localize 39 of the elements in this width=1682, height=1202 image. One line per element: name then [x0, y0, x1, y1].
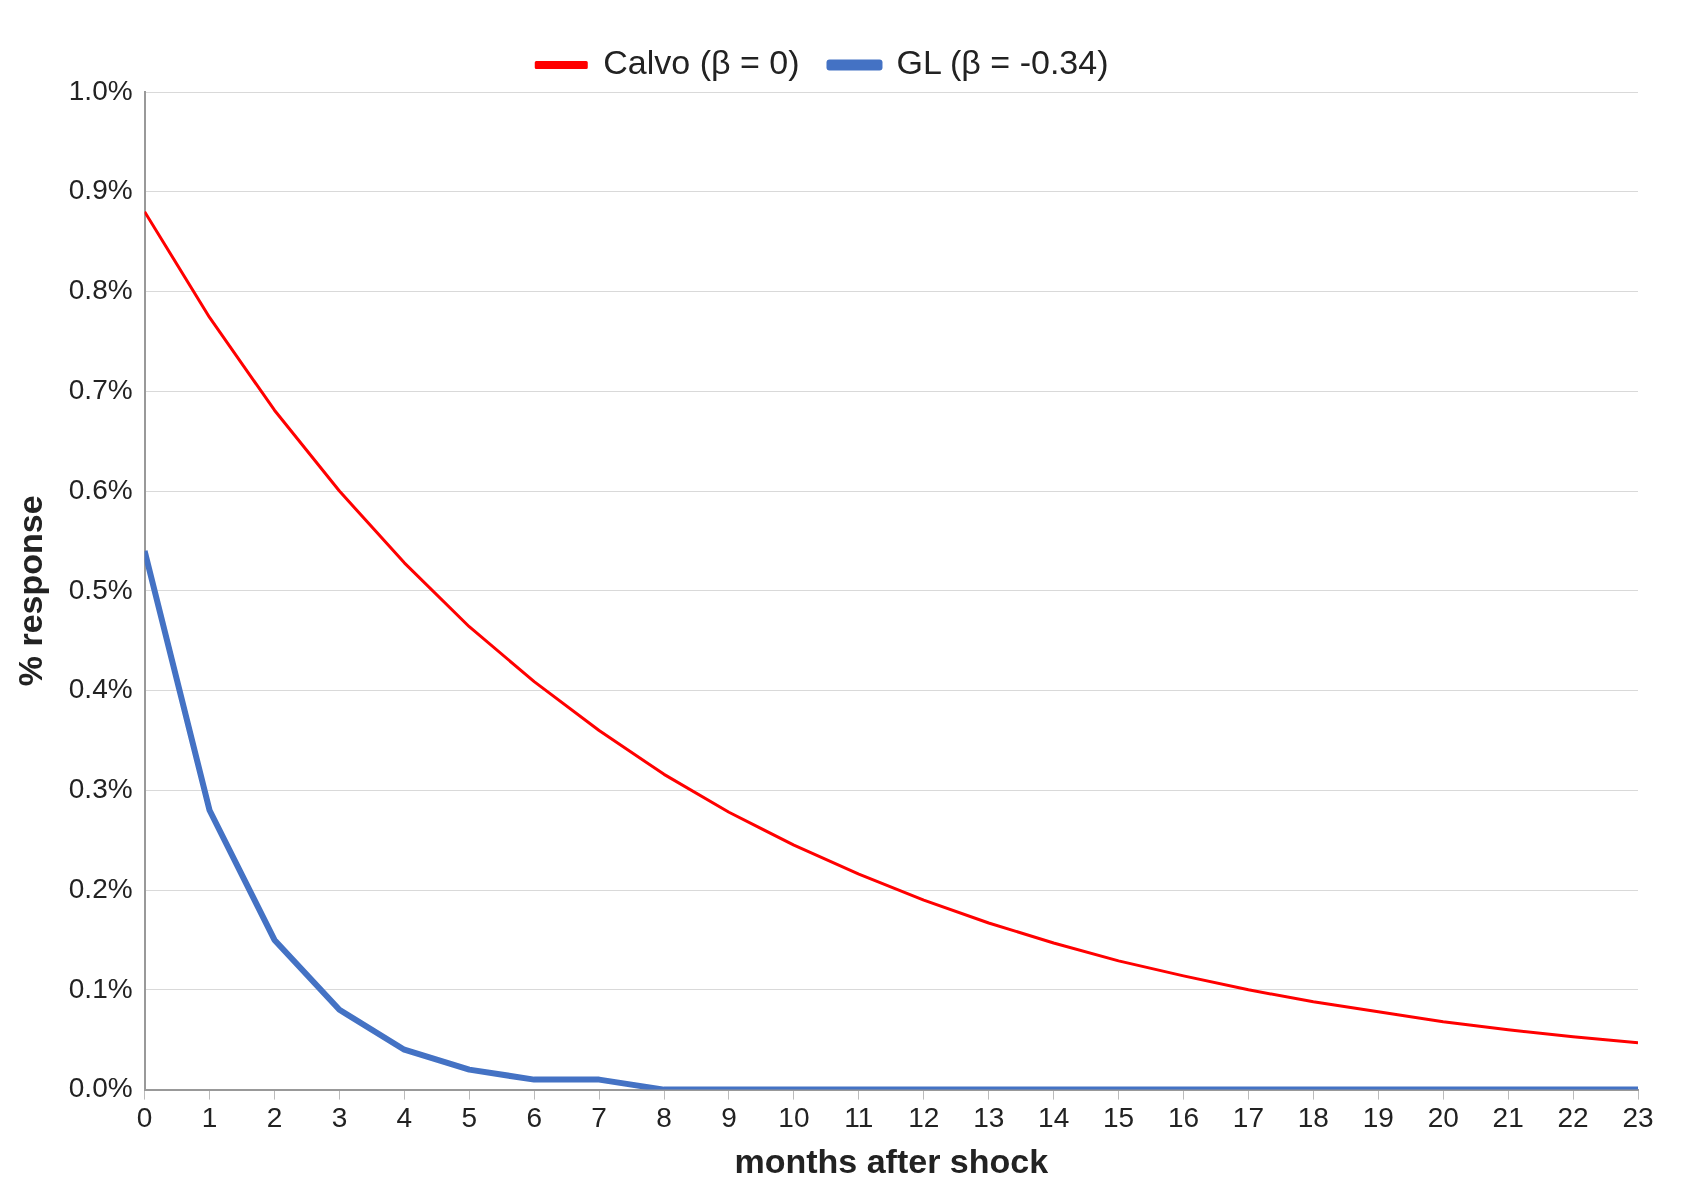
x-tick-label: 14: [1038, 1102, 1070, 1134]
y-tick-label: 0.1%: [68, 972, 133, 1004]
x-tick-label: 2: [266, 1102, 283, 1134]
y-tick-label: 0.2%: [68, 872, 133, 904]
x-axis-title: months after shock: [734, 1141, 1049, 1180]
x-tick-label: 4: [396, 1102, 413, 1134]
y-tick-label: 0.3%: [68, 773, 133, 805]
x-tick-label: 9: [721, 1102, 737, 1134]
x-tick-label: 8: [656, 1102, 672, 1134]
x-tick-label: 7: [591, 1102, 607, 1134]
y-tick-label: 0.0%: [68, 1072, 133, 1104]
y-tick-label: 0.8%: [68, 274, 133, 306]
y-axis-title: % response: [10, 495, 49, 687]
y-tick-label: 0.5%: [68, 573, 133, 605]
legend-label: GL (β = -0.34): [896, 43, 1109, 82]
x-tick-label: 22: [1557, 1102, 1589, 1134]
x-tick-label: 0: [136, 1102, 153, 1134]
x-tick-label: 16: [1167, 1102, 1200, 1134]
x-tick-label: 3: [331, 1102, 348, 1134]
x-tick-label: 15: [1102, 1102, 1135, 1134]
y-tick-label: 0.4%: [68, 673, 133, 705]
x-tick-label: 1: [201, 1102, 218, 1134]
x-tick-label: 17: [1232, 1102, 1264, 1134]
x-tick-label: 11: [844, 1102, 874, 1134]
x-tick-label: 10: [778, 1102, 810, 1134]
y-tick-label: 0.6%: [68, 473, 133, 505]
x-tick-label: 13: [973, 1102, 1005, 1134]
x-tick-label: 18: [1297, 1102, 1329, 1134]
x-tick-label: 20: [1427, 1102, 1459, 1134]
x-tick-label: 19: [1362, 1102, 1394, 1134]
legend-label: Calvo (β = 0): [603, 43, 800, 82]
x-tick-label: 5: [461, 1102, 478, 1134]
x-tick-label: 21: [1492, 1102, 1524, 1134]
x-tick-label: 12: [908, 1102, 940, 1134]
y-tick-label: 0.7%: [68, 374, 133, 405]
y-tick-label: 1.0%: [68, 74, 133, 106]
x-tick-label: 23: [1622, 1102, 1654, 1134]
y-tick-label: 0.9%: [68, 174, 133, 206]
x-tick-label: 6: [526, 1102, 542, 1134]
